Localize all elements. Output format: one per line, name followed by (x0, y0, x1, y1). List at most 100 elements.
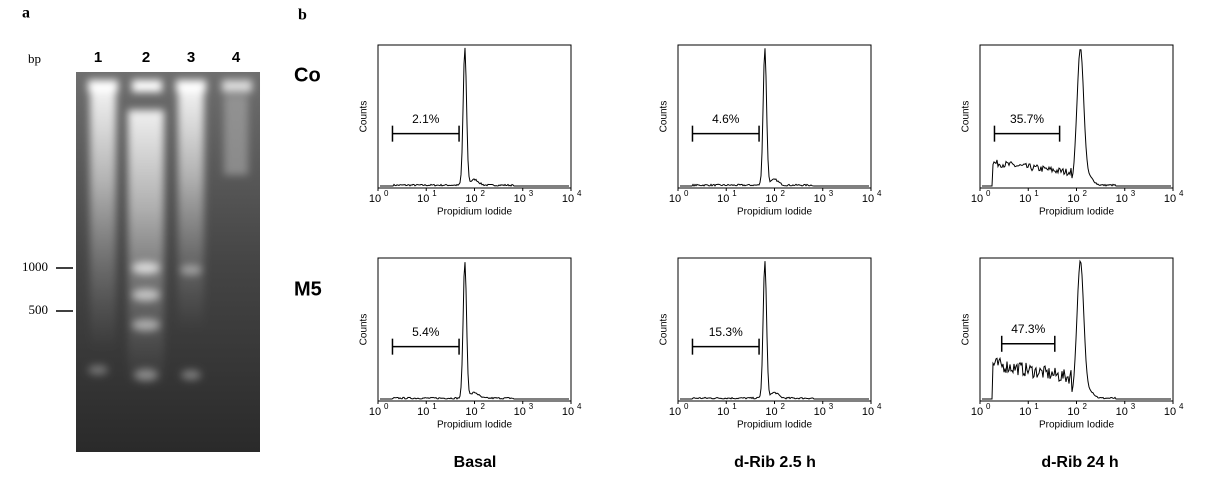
x-tick-label: 10 (765, 406, 777, 418)
x-tick-exponent: 0 (684, 189, 689, 198)
x-tick-exponent: 4 (577, 402, 582, 411)
y-axis-label: Counts (359, 101, 370, 133)
plot-frame (677, 257, 872, 402)
plot-frame (377, 44, 572, 189)
x-tick-label: 10 (717, 193, 729, 205)
x-tick-label: 10 (669, 406, 681, 418)
x-tick-label: 10 (465, 406, 477, 418)
y-axis-label: Counts (659, 101, 670, 133)
x-axis-label: Propidium Iodide (437, 207, 512, 218)
plot-frame (677, 44, 872, 189)
histogram-trace (380, 262, 569, 400)
x-tick-label: 10 (1019, 406, 1031, 418)
x-tick-exponent: 1 (432, 402, 437, 411)
x-tick-label: 10 (814, 406, 826, 418)
x-tick-label: 10 (1116, 406, 1128, 418)
x-tick-exponent: 4 (877, 402, 882, 411)
x-tick-exponent: 1 (1034, 189, 1039, 198)
x-tick-exponent: 2 (1083, 402, 1088, 411)
gate-percentage: 15.3% (709, 325, 743, 339)
x-tick-label: 10 (1067, 406, 1079, 418)
column-label: d-Rib 2.5 h (734, 454, 816, 471)
x-axis-label: Propidium Iodide (1039, 420, 1114, 431)
y-axis-label: Counts (659, 314, 670, 346)
x-tick-label: 10 (514, 193, 526, 205)
x-tick-label: 10 (814, 193, 826, 205)
x-tick-label: 10 (1164, 406, 1176, 418)
x-axis-label: Propidium Iodide (737, 207, 812, 218)
x-tick-label: 10 (765, 193, 777, 205)
x-tick-label: 10 (717, 406, 729, 418)
histogram-trace (680, 48, 869, 187)
x-axis-label: Propidium Iodide (737, 420, 812, 431)
x-tick-label: 10 (562, 406, 574, 418)
x-tick-exponent: 0 (384, 189, 389, 198)
x-tick-label: 10 (514, 406, 526, 418)
plot-frame (377, 257, 572, 402)
lane-label: 3 (187, 49, 195, 66)
x-tick-label: 10 (1164, 193, 1176, 205)
x-axis-label: Propidium Iodide (437, 420, 512, 431)
histogram-trace (680, 261, 869, 400)
x-tick-exponent: 3 (529, 189, 534, 198)
x-tick-exponent: 0 (986, 402, 991, 411)
row-label: Co (294, 64, 321, 86)
x-tick-exponent: 3 (529, 402, 534, 411)
x-tick-exponent: 3 (1131, 402, 1136, 411)
marker-label: 500 (29, 302, 49, 317)
marker-label: 1000 (22, 259, 48, 274)
gate-percentage: 4.6% (712, 112, 740, 126)
histogram-trace (982, 49, 1171, 187)
x-tick-exponent: 1 (732, 189, 737, 198)
x-tick-exponent: 3 (829, 402, 834, 411)
y-axis-label: Counts (961, 101, 972, 133)
x-tick-label: 10 (669, 193, 681, 205)
x-tick-label: 10 (1019, 193, 1031, 205)
panel-label: b (298, 7, 307, 24)
x-tick-label: 10 (971, 193, 983, 205)
x-tick-label: 10 (369, 193, 381, 205)
histogram-trace (380, 47, 569, 187)
x-tick-exponent: 3 (829, 189, 834, 198)
x-tick-exponent: 0 (986, 189, 991, 198)
x-tick-label: 10 (862, 406, 874, 418)
x-tick-exponent: 4 (1179, 402, 1184, 411)
column-label: Basal (454, 454, 497, 471)
y-axis-label: Counts (961, 314, 972, 346)
x-tick-exponent: 2 (781, 189, 786, 198)
lane-label: 2 (142, 49, 150, 66)
x-tick-exponent: 2 (781, 402, 786, 411)
x-tick-label: 10 (562, 193, 574, 205)
x-tick-exponent: 0 (684, 402, 689, 411)
bp-label: bp (28, 51, 41, 66)
x-tick-label: 10 (417, 406, 429, 418)
lane-label: 4 (232, 49, 241, 66)
x-tick-exponent: 0 (384, 402, 389, 411)
x-tick-label: 10 (417, 193, 429, 205)
x-tick-exponent: 2 (1083, 189, 1088, 198)
x-tick-exponent: 3 (1131, 189, 1136, 198)
x-tick-exponent: 1 (1034, 402, 1039, 411)
y-axis-label: Counts (359, 314, 370, 346)
lane-label: 1 (94, 49, 102, 66)
x-tick-label: 10 (1067, 193, 1079, 205)
x-tick-label: 10 (971, 406, 983, 418)
panel-label: a (22, 5, 30, 22)
x-tick-exponent: 4 (1179, 189, 1184, 198)
x-tick-exponent: 4 (877, 189, 882, 198)
histogram-trace (982, 259, 1171, 400)
column-label: d-Rib 24 h (1041, 454, 1118, 471)
gate-percentage: 35.7% (1010, 112, 1044, 126)
gate-percentage: 2.1% (412, 112, 440, 126)
gate-percentage: 5.4% (412, 325, 440, 339)
gate-percentage: 47.3% (1011, 322, 1045, 336)
x-axis-label: Propidium Iodide (1039, 207, 1114, 218)
x-tick-label: 10 (862, 193, 874, 205)
